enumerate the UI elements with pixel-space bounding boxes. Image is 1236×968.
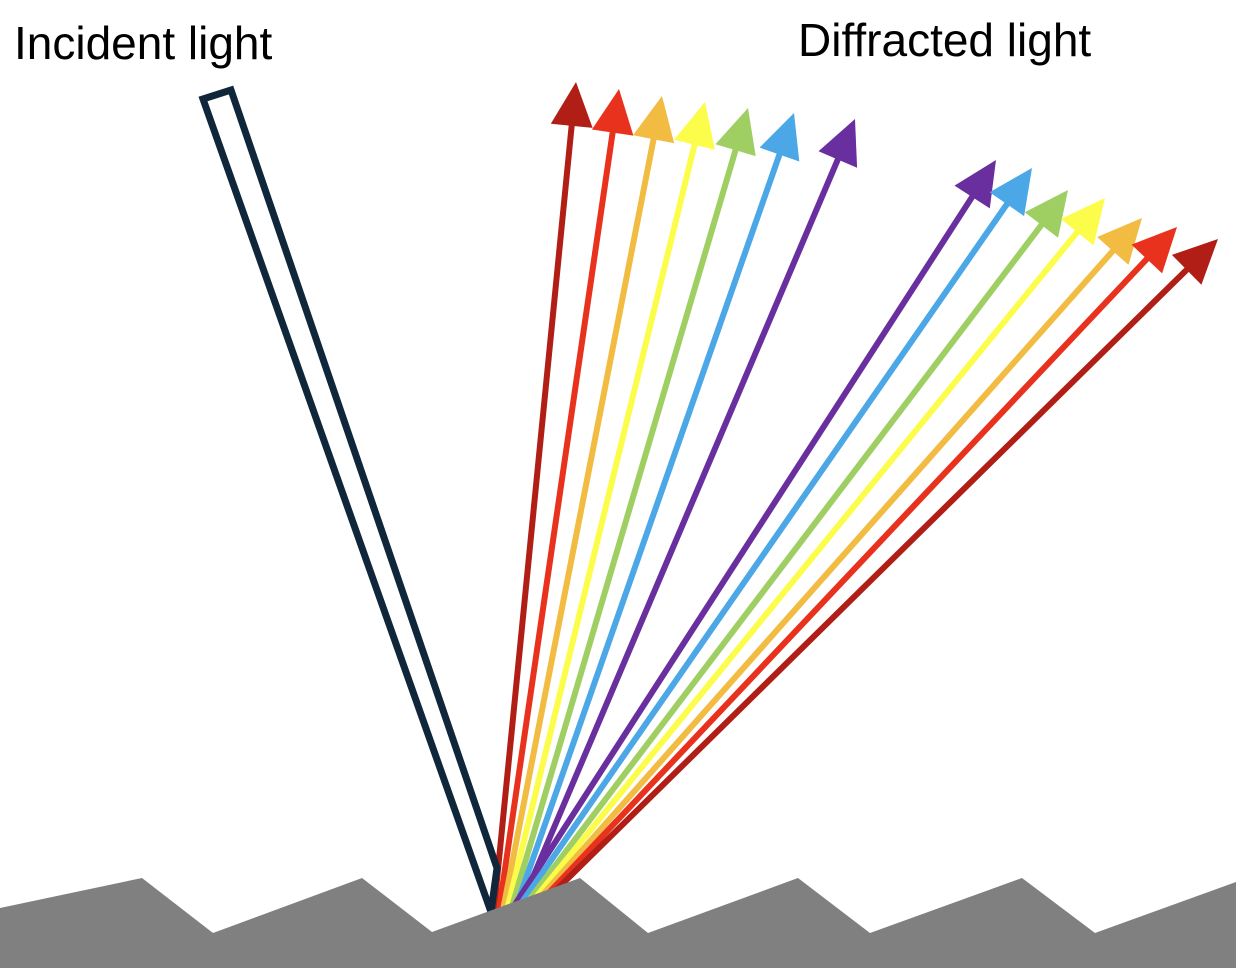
arrowhead-second-yellow [1060,198,1105,246]
arrowhead-first-yellow [674,102,715,150]
ray-first-blue [512,151,783,911]
ray-second-orange [535,247,1117,902]
ray-first-green [508,147,739,911]
arrowhead-second-orange [1097,218,1142,265]
arrowhead-second-red [1131,227,1177,274]
arrowhead-first-green [715,108,756,157]
ray-first-yellow [504,142,698,911]
second-order-diffracted-rays [511,160,1218,908]
arrowhead-second-green [1024,190,1068,238]
diffracted-light-label: Diffracted light [798,14,1091,66]
arrowhead-second-violet [954,160,996,209]
ray-first-orange [500,136,657,911]
incident-light-label: Incident light [14,17,272,69]
ray-first-violet [516,156,842,912]
arrowhead-second-blue [989,168,1032,217]
ray-second-yellow [529,228,1081,904]
ray-first-red [496,130,616,911]
diffraction-grating-surface [0,878,1236,968]
arrowhead-first-violet [818,119,858,168]
arrowhead-first-red [591,89,634,136]
arrowhead-first-orange [633,96,675,144]
ray-second-red [541,255,1151,901]
ray-second-green [523,221,1045,906]
ray-first-dark-red [491,123,575,911]
arrowhead-second-dark-red [1171,239,1218,285]
incident-light-beam [198,85,501,914]
ray-second-blue [517,200,1011,907]
arrowhead-first-blue [759,113,800,162]
ray-second-dark-red [547,266,1191,899]
ray-second-violet [511,193,976,908]
first-order-diffracted-rays [491,82,858,912]
arrowhead-first-dark-red [550,82,593,128]
